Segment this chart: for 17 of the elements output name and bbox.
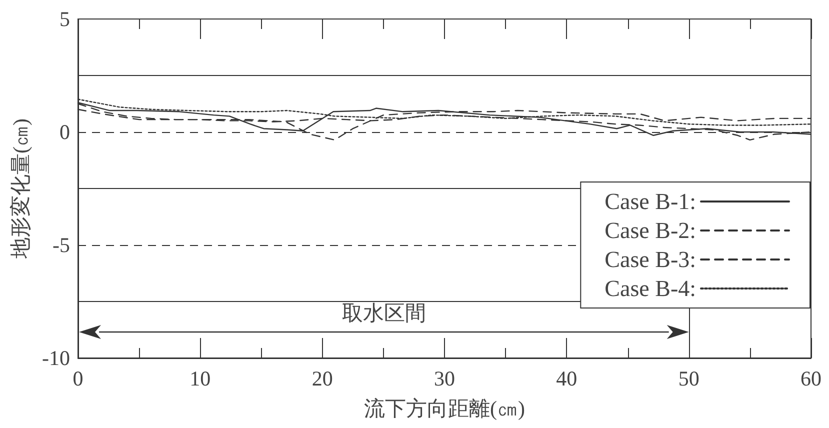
annotation: 取水区間 bbox=[342, 300, 426, 325]
legend-label: Case B-3: bbox=[604, 247, 696, 272]
x-tick-label: 60 bbox=[800, 366, 822, 390]
x-tick-label: 40 bbox=[556, 366, 578, 390]
x-tick-label: 50 bbox=[678, 366, 700, 390]
y-axis-title: 地形変化量(㎝) bbox=[8, 118, 33, 260]
x-tick-label: 30 bbox=[434, 366, 455, 390]
x-axis-title: 流下方向距離(㎝) bbox=[364, 396, 525, 420]
y-tick-label: -10 bbox=[42, 346, 70, 370]
legend-label: Case B-1: bbox=[604, 189, 696, 214]
x-tick-label: 20 bbox=[312, 366, 333, 390]
x-tick-label: 10 bbox=[190, 366, 211, 390]
legend-label: Case B-2: bbox=[604, 218, 696, 243]
y-tick-label: 5 bbox=[60, 7, 70, 31]
y-tick-label: 0 bbox=[60, 120, 70, 144]
legend-label: Case B-4: bbox=[604, 276, 696, 301]
y-tick-label: -5 bbox=[52, 233, 70, 257]
